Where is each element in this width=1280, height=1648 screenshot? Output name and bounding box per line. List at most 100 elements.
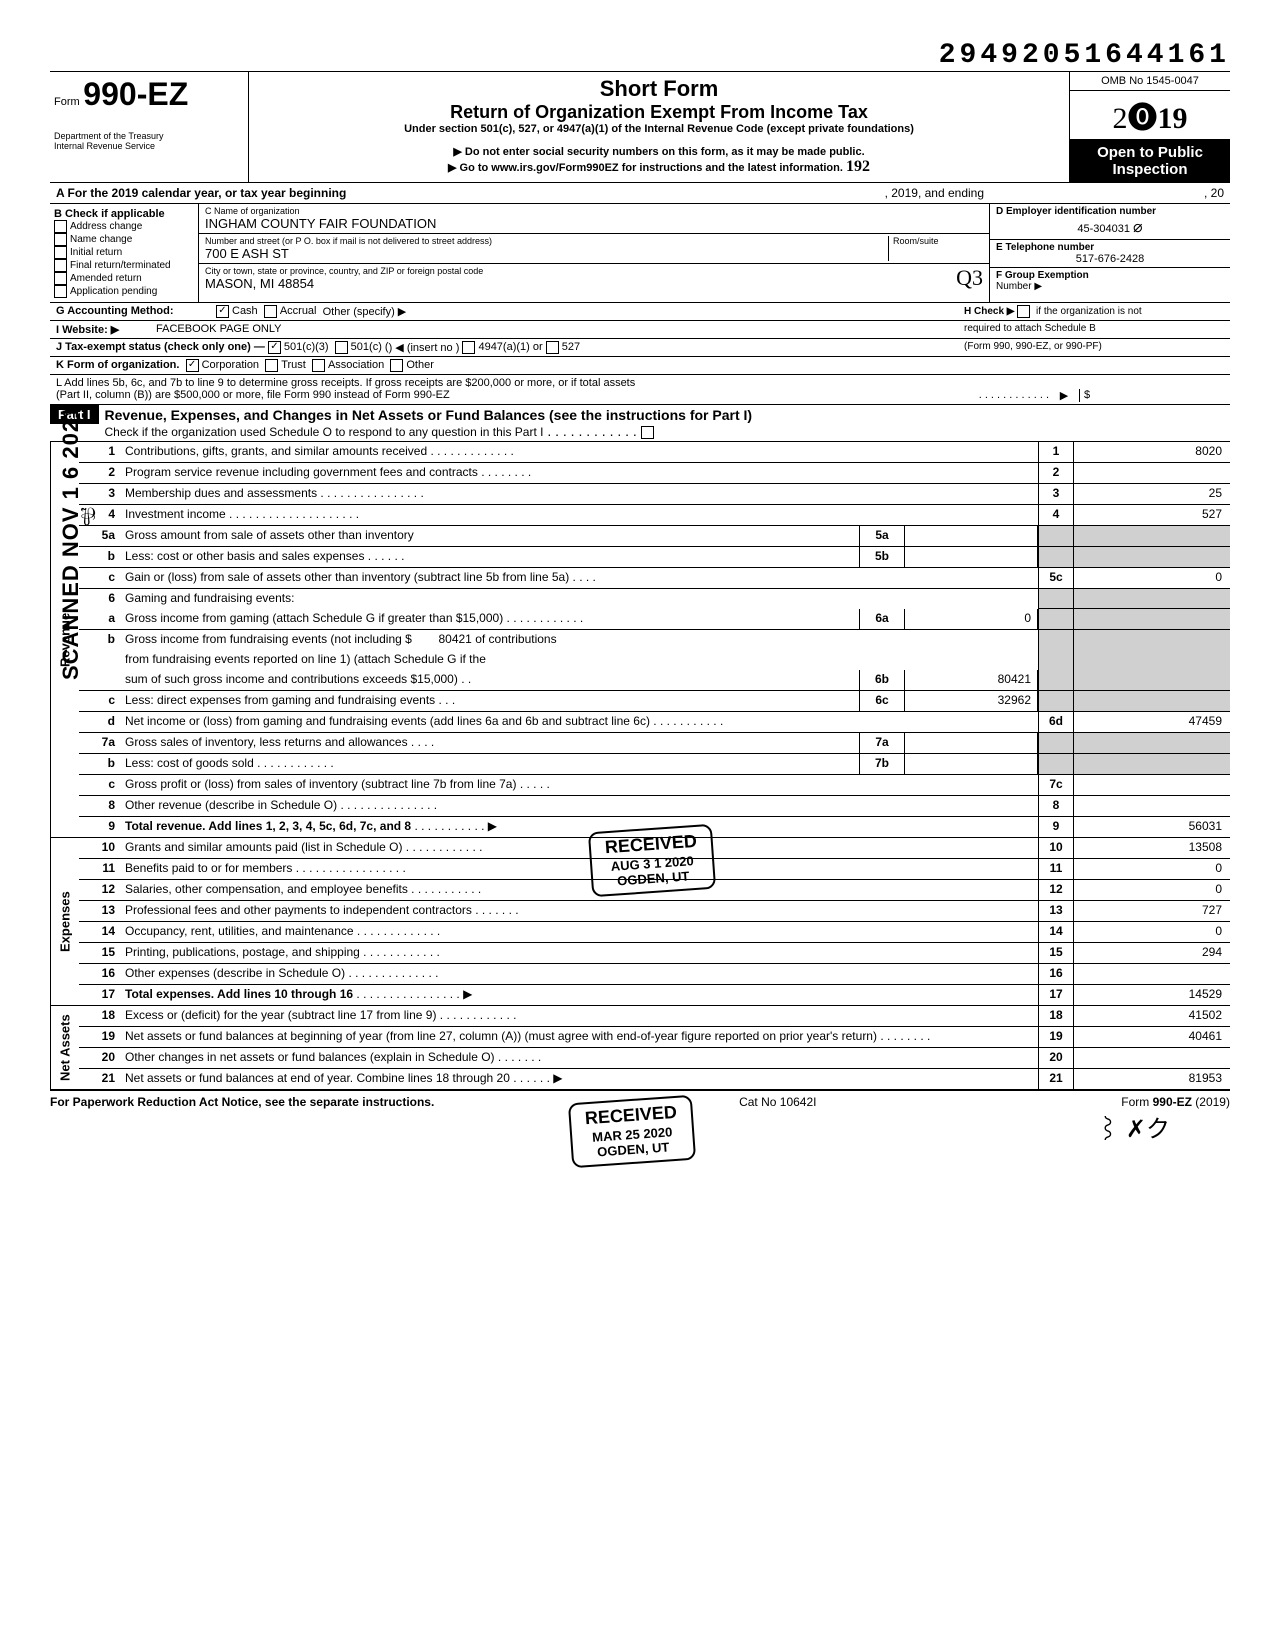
check-h[interactable] xyxy=(1017,305,1030,318)
label-city: City or town, state or province, country… xyxy=(205,266,983,276)
line2-endnum: 2 xyxy=(1038,463,1073,483)
header-center: Short Form Return of Organization Exempt… xyxy=(249,72,1069,182)
line14-num: 14 xyxy=(79,922,121,942)
line18-endnum: 18 xyxy=(1038,1006,1073,1026)
label-initial-return: Initial return xyxy=(70,247,122,258)
line9-desc: Total revenue. Add lines 1, 2, 3, 4, 5c,… xyxy=(121,817,1038,837)
line18-val: 41502 xyxy=(1073,1006,1230,1026)
line5a-midval xyxy=(905,526,1038,546)
label-527: 527 xyxy=(562,341,580,354)
footer-right: Form 990-EZ (2019) xyxy=(1121,1095,1230,1109)
section-a-mid: , 2019, and ending xyxy=(885,186,984,200)
form-header: Form 990-EZ Department of the Treasury I… xyxy=(50,71,1230,183)
line6a-mid: 6a xyxy=(859,609,905,629)
line4-endnum: 4 xyxy=(1038,505,1073,525)
line6b-grey4 xyxy=(1073,650,1230,670)
org-name: INGHAM COUNTY FAIR FOUNDATION xyxy=(205,216,983,231)
label-group-number: Number ▶ xyxy=(996,281,1224,292)
check-trust[interactable] xyxy=(265,359,278,372)
line11-endnum: 11 xyxy=(1038,859,1073,879)
line5b-num: b xyxy=(79,547,121,567)
line6a-grey xyxy=(1038,609,1073,629)
line9-val: 56031 xyxy=(1073,817,1230,837)
line20-endnum: 20 xyxy=(1038,1048,1073,1068)
line14-val: 0 xyxy=(1073,922,1230,942)
line3-val: 25 xyxy=(1073,484,1230,504)
line6d-endnum: 6d xyxy=(1038,712,1073,732)
line11-num: 11 xyxy=(79,859,121,879)
check-final-return[interactable] xyxy=(54,259,67,272)
line6b-grey2 xyxy=(1073,630,1230,650)
check-address-change[interactable] xyxy=(54,220,67,233)
line15-desc: Printing, publications, postage, and shi… xyxy=(121,943,1038,963)
label-other-method: Other (specify) ▶ xyxy=(323,305,407,318)
line5b-grey2 xyxy=(1073,547,1230,567)
line6d-val: 47459 xyxy=(1073,712,1230,732)
line17-num: 17 xyxy=(79,985,121,1005)
website-value: FACEBOOK PAGE ONLY xyxy=(156,323,282,336)
line5b-mid: 5b xyxy=(859,547,905,567)
line15-num: 15 xyxy=(79,943,121,963)
section-c: C Name of organization INGHAM COUNTY FAI… xyxy=(199,204,989,302)
line18-num: 18 xyxy=(79,1006,121,1026)
line20-desc: Other changes in net assets or fund bala… xyxy=(121,1048,1038,1068)
line6c-grey xyxy=(1038,691,1073,711)
line20-num: 20 xyxy=(79,1048,121,1068)
section-a-row: A For the 2019 calendar year, or tax yea… xyxy=(50,183,1230,204)
check-501c[interactable] xyxy=(335,341,348,354)
line8-num: 8 xyxy=(79,796,121,816)
form-number: 990-EZ xyxy=(83,76,188,112)
row-k: K Form of organization. Corporation Trus… xyxy=(50,357,1230,375)
line3-endnum: 3 xyxy=(1038,484,1073,504)
line6a-grey2 xyxy=(1073,609,1230,629)
g-label: G Accounting Method: xyxy=(56,305,216,318)
check-501c3[interactable] xyxy=(268,341,281,354)
line2-val xyxy=(1073,463,1230,483)
line7a-grey2 xyxy=(1073,733,1230,753)
hand-mark-ein: ⌀ xyxy=(1133,219,1143,236)
check-accrual[interactable] xyxy=(264,305,277,318)
line16-desc: Other expenses (describe in Schedule O) … xyxy=(121,964,1038,984)
line6d-num: d xyxy=(79,712,121,732)
line1-num: 1 xyxy=(79,442,121,462)
open-to-public: Open to Public Inspection xyxy=(1070,140,1230,182)
hand-initials: ⅌ xyxy=(80,500,96,533)
label-final-return: Final return/terminated xyxy=(70,260,171,271)
title-return: Return of Organization Exempt From Incom… xyxy=(255,102,1063,123)
check-amended[interactable] xyxy=(54,272,67,285)
goto-url: ▶ Go to www.irs.gov/Form990EZ for instru… xyxy=(255,158,1063,176)
l-text2: (Part II, column (B)) are $500,000 or mo… xyxy=(56,389,450,402)
check-name-change[interactable] xyxy=(54,233,67,246)
line6b-grey xyxy=(1038,630,1073,650)
label-association: Association xyxy=(328,359,384,372)
line5c-num: c xyxy=(79,568,121,588)
entity-block: B Check if applicable Address change Nam… xyxy=(50,204,1230,303)
l-arrow: ▶ xyxy=(1049,389,1079,402)
line9-num: 9 xyxy=(79,817,121,837)
phone-value: 517-676-2428 xyxy=(996,253,1224,265)
line5c-endnum: 5c xyxy=(1038,568,1073,588)
check-4947[interactable] xyxy=(462,341,475,354)
check-schedule-o[interactable] xyxy=(641,426,654,439)
check-corporation[interactable] xyxy=(186,359,199,372)
line12-num: 12 xyxy=(79,880,121,900)
check-other-org[interactable] xyxy=(390,359,403,372)
line7a-num: 7a xyxy=(79,733,121,753)
check-application-pending[interactable] xyxy=(54,285,67,298)
line21-val: 81953 xyxy=(1073,1069,1230,1089)
check-initial-return[interactable] xyxy=(54,246,67,259)
open-line1: Open to Public xyxy=(1074,144,1226,161)
line6b-midval: 80421 xyxy=(905,670,1038,690)
l-dollar: $ xyxy=(1079,389,1224,402)
label-trust: Trust xyxy=(281,359,306,372)
line6-grey xyxy=(1038,589,1073,609)
h-text2: required to attach Schedule B xyxy=(964,323,1224,336)
check-association[interactable] xyxy=(312,359,325,372)
line12-val: 0 xyxy=(1073,880,1230,900)
check-cash[interactable] xyxy=(216,305,229,318)
line13-num: 13 xyxy=(79,901,121,921)
line6c-midval: 32962 xyxy=(905,691,1038,711)
line7b-mid: 7b xyxy=(859,754,905,774)
goto-text: ▶ Go to www.irs.gov/Form990EZ for instru… xyxy=(448,162,843,174)
check-527[interactable] xyxy=(546,341,559,354)
